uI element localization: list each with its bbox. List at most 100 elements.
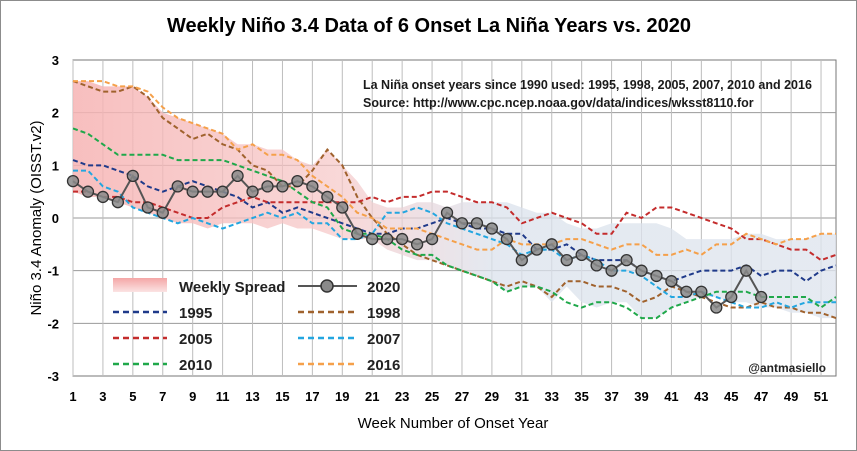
point-2020 [635,264,648,277]
point-2020 [81,185,95,198]
x-tick-label: 23 [395,389,409,404]
point-2020 [321,190,334,204]
legend-label-spread: Weekly Spread [179,279,285,296]
series-line-2010 [72,127,837,320]
point-2020 [410,238,424,251]
x-axis-label: Week Number of Onset Year [358,415,549,432]
point-2020 [650,269,663,283]
x-tick-label: 33 [545,389,559,404]
point-2020 [141,201,154,214]
point-2020 [395,232,409,246]
point-2020 [216,185,229,198]
point-2020 [710,301,723,314]
x-tick-label: 39 [634,389,648,404]
point-2020 [545,238,558,251]
point-2020 [246,185,259,198]
point-2020 [590,259,603,272]
x-tick-label: 43 [694,389,708,404]
legend-label-1995: 1995 [179,305,212,322]
x-tick-label: 11 [216,389,230,404]
x-tick-label: 49 [784,389,798,404]
point-2020 [575,248,588,262]
chart-title: Weekly Niño 3.4 Data of 6 Onset La Niña … [167,15,691,37]
legend-label-2007: 2007 [367,331,400,348]
point-2020 [126,169,139,183]
y-tick-label: -2 [47,316,59,331]
point-2020 [530,243,543,256]
legend-label-2005: 2005 [179,331,212,348]
point-2020 [96,190,110,204]
x-tick-label: 25 [425,389,439,404]
point-2020 [485,222,499,235]
point-2020 [455,217,469,230]
point-2020 [171,180,184,193]
legend-label-2016: 2016 [367,357,400,374]
x-tick-label: 21 [365,389,379,404]
point-2020 [470,217,484,230]
point-2020 [500,232,514,246]
y-tick-label: 0 [52,211,59,226]
chart-note-source: Source: http://www.cpc.ncep.noaa.gov/dat… [363,96,754,110]
x-tick-label: 7 [159,389,166,404]
x-tick-label: 19 [335,389,349,404]
x-tick-label: 29 [485,389,499,404]
y-axis-label: Niño 3.4 Anomaly (OISST.v2) [28,120,45,315]
point-2020 [440,206,454,219]
legend-marker-2020 [320,279,334,293]
x-tick-label: 27 [455,389,469,404]
point-2020 [680,285,693,298]
x-tick-label: 1 [69,389,76,404]
point-2020 [740,264,753,277]
point-2020 [620,253,633,267]
point-2020 [291,174,304,188]
x-tick-label: 17 [305,389,319,404]
point-2020 [725,290,738,304]
point-2020 [695,285,708,298]
point-2020 [366,232,379,246]
y-tick-label: 2 [52,106,59,121]
y-tick-label: 1 [52,158,59,173]
point-2020 [276,180,289,193]
x-tick-label: 37 [604,389,618,404]
point-2020 [515,253,528,267]
y-tick-label: -3 [47,369,59,384]
credit-label: @antmasiello [748,361,826,375]
series-2020-markers [66,169,768,314]
point-2020 [351,227,364,240]
point-2020 [231,169,244,183]
point-2020 [425,232,439,246]
point-2020 [156,206,169,219]
x-tick-label: 47 [754,389,768,404]
point-2020 [665,275,678,288]
y-tick-label: -1 [47,264,59,279]
legend: Weekly Spread 2020 1995 1998 2005 2007 2… [113,278,400,374]
x-tick-label: 5 [129,389,136,404]
point-2020 [201,185,214,198]
point-2020 [261,180,274,193]
point-2020 [381,232,394,246]
point-2020 [186,185,199,198]
weekly-spread-area [73,81,836,319]
x-tick-label: 15 [275,389,289,404]
point-2020 [336,201,349,214]
point-2020 [306,180,319,193]
legend-swatch-spread [113,278,167,292]
point-2020 [755,290,768,304]
point-2020 [605,264,618,277]
x-tick-label: 51 [814,389,828,404]
legend-label-1998: 1998 [367,305,400,322]
x-tick-label: 13 [245,389,259,404]
point-2020 [560,253,573,267]
x-tick-label: 3 [99,389,106,404]
y-tick-label: 3 [52,53,59,68]
series-line-2005 [73,190,837,262]
legend-label-2020: 2020 [367,279,400,296]
chart-note-years: La Niña onset years since 1990 used: 199… [363,78,812,92]
x-tick-label: 31 [515,389,529,404]
spread-band [73,81,836,319]
x-tick-label: 9 [189,389,196,404]
series-line-1995 [72,159,837,283]
legend-label-2010: 2010 [179,357,212,374]
